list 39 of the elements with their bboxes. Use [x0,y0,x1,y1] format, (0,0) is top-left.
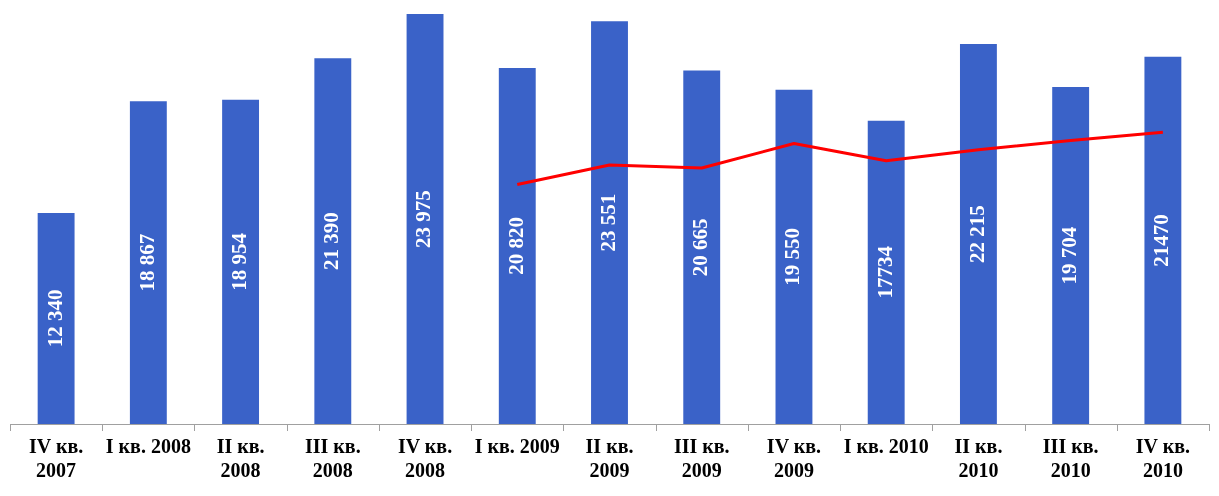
x-tick-label: II кв. 2010 [954,435,1003,482]
x-tick-label: IV кв. 2008 [397,435,453,482]
data-label: 20 665 [688,218,713,277]
bar [775,89,813,424]
bar [1144,56,1182,424]
x-tick-label: III кв. 2008 [304,435,361,482]
x-tick-label: II кв. 2009 [585,435,634,482]
bar [959,44,997,424]
data-label: 22 215 [964,205,989,263]
bar [129,101,167,424]
data-label: 19 550 [780,227,805,286]
x-tick-label: I кв. 2009 [474,435,560,458]
bar [591,21,628,424]
bar [867,120,905,424]
x-tick-label: IV кв. 2009 [766,435,822,482]
data-label: 18 954 [227,232,251,291]
x-tick-label: III кв. 2010 [1042,435,1099,482]
bar [37,212,75,424]
x-tick-label: III кв. 2009 [673,435,730,482]
bar [498,67,536,424]
x-tick-label: IV кв. 2010 [1135,435,1190,482]
data-label: 12 340 [42,289,67,348]
bar [683,70,721,424]
bar [314,58,352,424]
data-label: 21470 [1149,214,1174,267]
data-label: 23 551 [595,193,620,252]
bar [1052,87,1090,424]
data-label: 17734 [872,245,897,299]
data-label: 21 390 [319,212,344,270]
data-label: 20 820 [503,217,528,275]
data-label: 18 867 [134,233,159,292]
bar [222,99,260,424]
data-label: 19 704 [1057,226,1082,285]
x-tick-label: I кв. 2010 [843,435,929,458]
x-tick-label: IV кв. 2007 [29,435,84,482]
x-tick-label: II кв. 2008 [216,435,265,482]
x-tick-label: I кв. 2008 [105,435,191,458]
bar [406,14,444,424]
data-label: 23 975 [411,190,436,248]
